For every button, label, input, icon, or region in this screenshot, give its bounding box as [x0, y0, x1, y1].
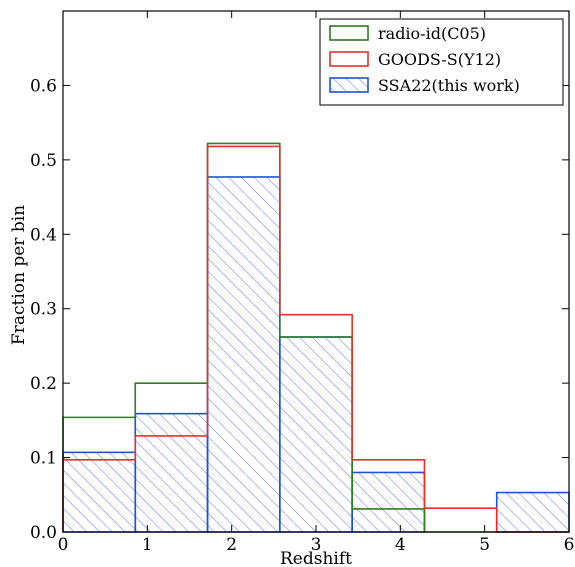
bar-ssa22-this-work-bin-3	[279, 336, 353, 533]
y-tick-label: 0.1	[30, 449, 57, 469]
x-tick-label: 0	[58, 535, 69, 555]
bar-ssa22-this-work-bin-6	[495, 491, 570, 533]
legend-swatch-goods-s-y12	[329, 51, 369, 67]
x-tick-label: 2	[226, 535, 237, 555]
legend-label-ssa22-this-work: SSA22(this work)	[378, 76, 520, 95]
x-tick-label: 3	[311, 535, 322, 555]
legend-label-goods-s-y12: GOODS-S(Y12)	[378, 50, 501, 69]
legend-swatch-ssa22-this-work	[329, 77, 369, 93]
bar-ssa22-this-work-bin-2	[206, 176, 281, 533]
y-tick-label: 0.3	[30, 300, 57, 320]
legend-swatch-radio-id-c05	[329, 25, 369, 41]
x-tick-label: 5	[479, 535, 490, 555]
x-tick-label: 4	[395, 535, 406, 555]
bar-ssa22-this-work-bin-4	[351, 471, 426, 533]
y-tick-label: 0.0	[30, 523, 57, 543]
x-axis-label: Redshift	[280, 549, 352, 567]
legend-label-radio-id-c05: radio-id(C05)	[378, 24, 486, 43]
x-tick-label: 1	[142, 535, 153, 555]
y-tick-label: 0.6	[30, 76, 57, 96]
bar-ssa22-this-work-bin-0	[62, 451, 137, 533]
x-tick-label: 6	[564, 535, 575, 555]
step-line-goods-s-y12	[62, 145, 569, 533]
bar-ssa22-this-work-bin-1	[134, 412, 209, 533]
y-tick-label: 0.4	[30, 225, 57, 245]
y-tick-label: 0.2	[30, 374, 57, 394]
legend: radio-id(C05) GOODS-S(Y12) SSA22(this work…	[319, 18, 564, 106]
plot-area	[62, 142, 570, 533]
y-tick-label: 0.5	[30, 151, 57, 171]
axes: 0 1 2 3 4 5 6 0.0 0.1 0.2 0.3 0.4 0.5 0.6	[30, 10, 575, 555]
y-axis-label: Fraction per bin	[9, 205, 29, 345]
